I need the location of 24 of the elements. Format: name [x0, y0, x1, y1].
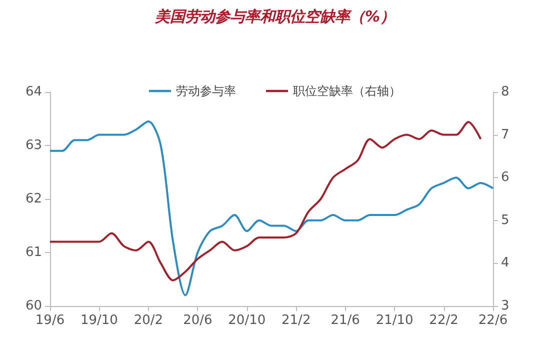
- y2-tick-label: 5: [501, 212, 510, 228]
- y2-tick-label: 7: [501, 127, 510, 142]
- x-tick-label: 20/10: [228, 313, 266, 328]
- y2-tick-label: 8: [501, 84, 510, 100]
- y-tick-label: 60: [25, 298, 42, 314]
- x-tick-label: 22/6: [478, 313, 508, 328]
- x-tick-label: 20/6: [183, 313, 212, 328]
- y2-tick-label: 4: [501, 256, 510, 271]
- y2-tick-label: 6: [501, 170, 510, 186]
- y-tick-label: 62: [25, 192, 42, 206]
- x-tick-label: 19/6: [35, 313, 65, 328]
- x-tick-label: 19/10: [80, 313, 118, 328]
- x-tick-label: 20/2: [134, 313, 164, 328]
- x-tick-label: 21/2: [282, 313, 311, 328]
- x-tick-label: 21/6: [330, 313, 360, 328]
- y-tick-label: 63: [25, 138, 42, 153]
- y2-tick-label: 3: [501, 298, 510, 314]
- x-tick-label: 21/10: [376, 313, 414, 328]
- y-tick-label: 61: [25, 245, 42, 260]
- y-tick-label: 64: [25, 84, 42, 100]
- chart-title: 美国劳动参与率和职位空缺率（%）: [154, 8, 396, 26]
- x-tick-label: 22/2: [429, 313, 458, 328]
- legend-label: 劳动参与率: [176, 84, 236, 98]
- legend-label: 职位空缺率（右轴）: [293, 84, 401, 98]
